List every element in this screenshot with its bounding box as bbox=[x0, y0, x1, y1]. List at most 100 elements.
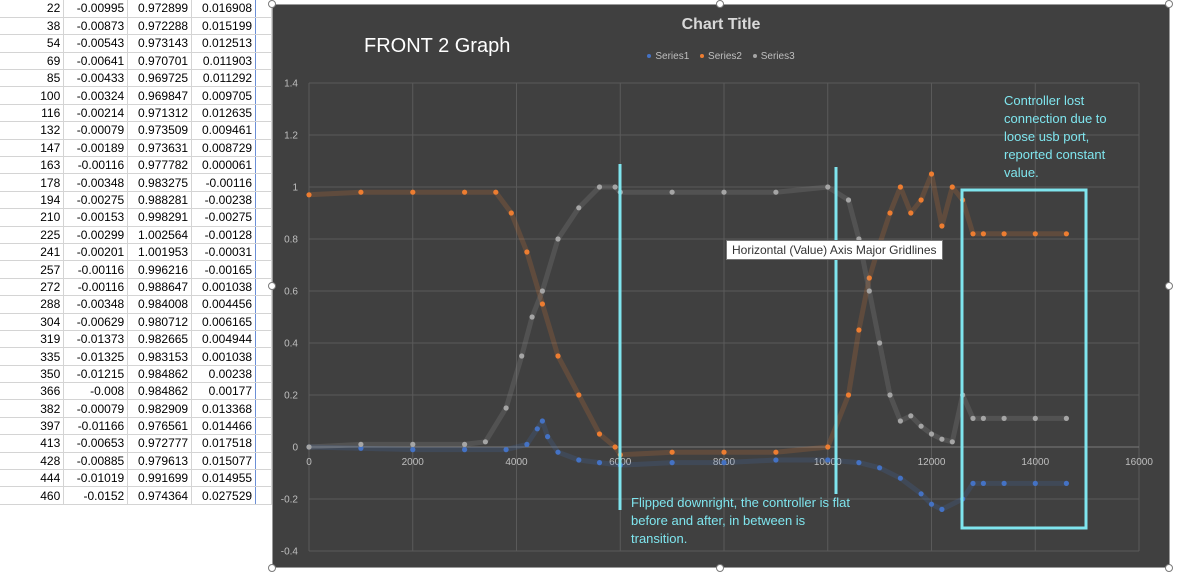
data-point[interactable] bbox=[410, 189, 416, 195]
table-cell[interactable]: -0.00189 bbox=[63, 139, 129, 158]
table-cell[interactable]: -0.01325 bbox=[63, 347, 129, 366]
data-point[interactable] bbox=[508, 210, 514, 216]
table-cell-empty[interactable] bbox=[255, 104, 272, 123]
table-cell[interactable]: 0.973143 bbox=[127, 34, 193, 53]
table-cell[interactable]: -0.00153 bbox=[63, 208, 129, 227]
data-point[interactable] bbox=[462, 441, 468, 447]
table-cell[interactable]: 0.991699 bbox=[127, 469, 193, 488]
data-point[interactable] bbox=[306, 444, 312, 450]
table-cell[interactable]: -0.00128 bbox=[191, 226, 257, 244]
data-point[interactable] bbox=[939, 223, 945, 229]
table-cell[interactable]: -0.00275 bbox=[191, 208, 257, 227]
data-point[interactable] bbox=[928, 431, 935, 437]
table-cell[interactable]: 0.970701 bbox=[127, 52, 193, 71]
data-point[interactable] bbox=[721, 449, 727, 455]
table-cell[interactable]: 0.001038 bbox=[191, 278, 257, 297]
table-cell[interactable]: 257 bbox=[0, 260, 65, 279]
table-cell[interactable]: -0.00214 bbox=[63, 104, 129, 123]
table-cell[interactable]: 69 bbox=[0, 52, 65, 71]
table-cell[interactable]: -0.00031 bbox=[191, 243, 257, 262]
table-cell-empty[interactable] bbox=[255, 417, 272, 436]
table-cell[interactable]: -0.0152 bbox=[63, 486, 129, 505]
data-point[interactable] bbox=[503, 405, 509, 411]
table-cell[interactable]: -0.00543 bbox=[63, 34, 129, 53]
data-point[interactable] bbox=[949, 439, 955, 445]
data-point[interactable] bbox=[669, 449, 675, 455]
table-cell-empty[interactable] bbox=[255, 295, 272, 314]
table-cell-empty[interactable] bbox=[255, 191, 272, 210]
graph-label-textbox[interactable]: FRONT 2 Graph bbox=[364, 35, 511, 57]
table-cell[interactable]: 0.976561 bbox=[127, 417, 193, 436]
data-point[interactable] bbox=[669, 460, 675, 466]
annotation-connection-lost[interactable]: Controller lost connection due to loose … bbox=[1004, 93, 1107, 180]
table-cell[interactable]: -0.00629 bbox=[63, 313, 129, 331]
table-cell-empty[interactable] bbox=[255, 0, 272, 18]
table-cell-empty[interactable] bbox=[255, 347, 272, 366]
table-cell[interactable]: -0.01019 bbox=[63, 469, 129, 488]
table-cell[interactable]: 132 bbox=[0, 121, 65, 140]
table-cell[interactable]: -0.008 bbox=[63, 382, 129, 401]
data-point[interactable] bbox=[1063, 231, 1069, 237]
data-point[interactable] bbox=[918, 197, 924, 203]
table-cell[interactable]: 0.973509 bbox=[127, 121, 193, 140]
table-cell[interactable]: -0.01373 bbox=[63, 330, 129, 349]
table-cell-empty[interactable] bbox=[255, 173, 272, 192]
table-cell[interactable]: 85 bbox=[0, 69, 65, 88]
resize-handle-middle-left[interactable] bbox=[268, 282, 276, 290]
table-cell-empty[interactable] bbox=[255, 330, 272, 349]
table-cell[interactable]: 0.011292 bbox=[191, 69, 257, 88]
data-point[interactable] bbox=[1032, 231, 1038, 237]
data-point[interactable] bbox=[970, 480, 976, 486]
table-cell-empty[interactable] bbox=[255, 69, 272, 88]
data-point[interactable] bbox=[877, 465, 883, 471]
table-cell[interactable]: -0.00433 bbox=[63, 69, 129, 88]
table-cell[interactable]: 0.984008 bbox=[127, 295, 193, 314]
table-cell[interactable]: 0.001038 bbox=[191, 347, 257, 366]
table-cell[interactable]: 0.974364 bbox=[127, 486, 193, 505]
table-cell[interactable]: -0.00079 bbox=[63, 121, 129, 140]
table-cell[interactable]: -0.00165 bbox=[191, 260, 257, 279]
table-cell[interactable]: -0.00116 bbox=[63, 156, 129, 175]
data-point[interactable] bbox=[856, 460, 862, 466]
resize-handle-bottom-left[interactable] bbox=[268, 564, 276, 572]
resize-handle-middle-right[interactable] bbox=[1165, 282, 1173, 290]
data-point[interactable] bbox=[773, 189, 779, 195]
table-cell[interactable]: 0.027529 bbox=[191, 486, 257, 505]
table-cell[interactable]: 0.983275 bbox=[127, 173, 193, 192]
table-cell-empty[interactable] bbox=[255, 52, 272, 71]
annotation-flipped[interactable]: Flipped downright, the controller is fla… bbox=[631, 495, 850, 546]
table-cell[interactable]: 38 bbox=[0, 17, 65, 36]
data-point[interactable] bbox=[596, 431, 603, 437]
data-point[interactable] bbox=[877, 340, 883, 346]
data-point[interactable] bbox=[721, 189, 727, 195]
table-cell[interactable]: -0.00995 bbox=[63, 0, 129, 18]
table-cell[interactable]: 22 bbox=[0, 0, 65, 18]
table-cell[interactable]: -0.00201 bbox=[63, 243, 129, 262]
table-cell[interactable]: 194 bbox=[0, 191, 65, 210]
data-point[interactable] bbox=[612, 184, 618, 190]
data-point[interactable] bbox=[897, 184, 904, 190]
data-point[interactable] bbox=[503, 447, 509, 453]
data-point[interactable] bbox=[519, 353, 525, 359]
data-point[interactable] bbox=[482, 439, 488, 445]
data-point[interactable] bbox=[555, 236, 561, 242]
table-cell-empty[interactable] bbox=[255, 486, 272, 505]
table-cell[interactable]: 0.015199 bbox=[191, 17, 257, 36]
data-point[interactable] bbox=[773, 457, 779, 463]
table-cell[interactable]: 319 bbox=[0, 330, 65, 349]
annotation-box[interactable] bbox=[960, 188, 1088, 530]
data-point[interactable] bbox=[939, 436, 945, 442]
data-point[interactable] bbox=[928, 501, 935, 507]
data-point[interactable] bbox=[908, 413, 914, 419]
data-point[interactable] bbox=[596, 460, 603, 466]
data-point[interactable] bbox=[1032, 480, 1038, 486]
table-cell[interactable]: 0.008729 bbox=[191, 139, 257, 158]
table-cell[interactable]: -0.00079 bbox=[63, 399, 129, 418]
table-cell[interactable]: -0.01215 bbox=[63, 365, 129, 384]
table-cell[interactable]: -0.00885 bbox=[63, 452, 129, 471]
resize-handle-bottom-right[interactable] bbox=[1165, 564, 1173, 572]
table-cell[interactable]: 0.969725 bbox=[127, 69, 193, 88]
data-point[interactable] bbox=[949, 184, 955, 190]
table-cell[interactable]: 335 bbox=[0, 347, 65, 366]
data-point[interactable] bbox=[493, 189, 499, 195]
